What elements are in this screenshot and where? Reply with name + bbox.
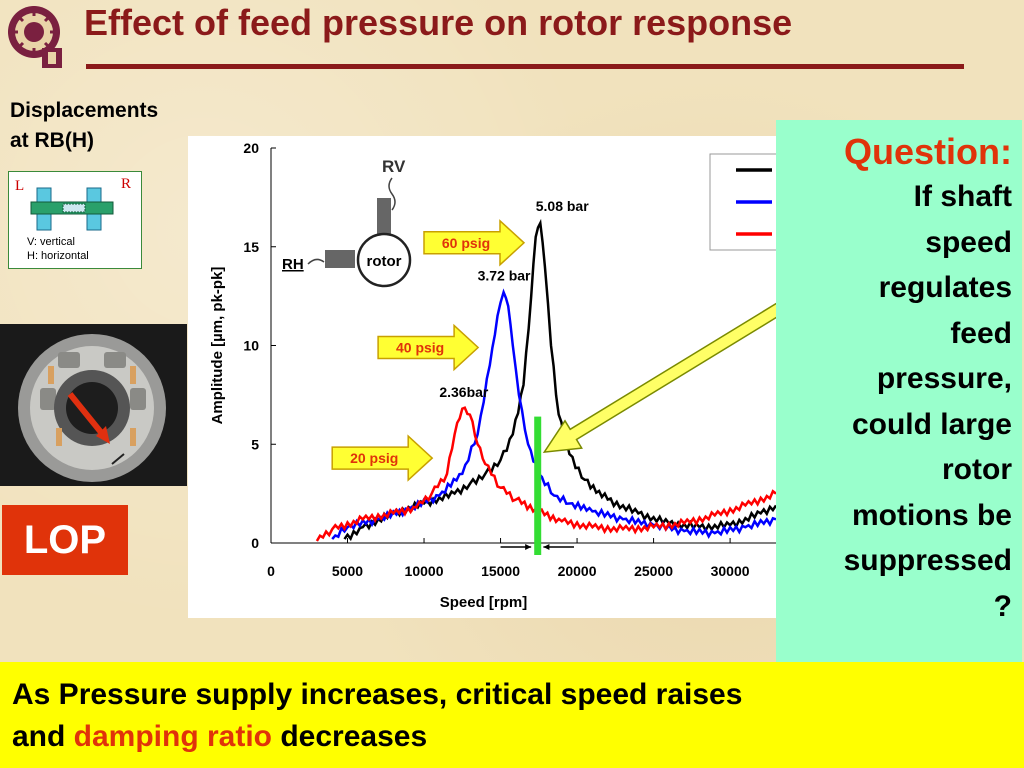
x-tick-label: 20000: [558, 563, 597, 579]
psig-arrow: [423, 219, 526, 267]
series-line: [315, 406, 776, 542]
speed-arrowhead-right: [543, 544, 550, 550]
question-line: motions be: [851, 498, 1012, 532]
question-line: could large: [851, 407, 1012, 441]
inset-rv-label: RV: [382, 157, 406, 176]
question-line: suppressed: [843, 544, 1012, 577]
question-pointer-arrow: [542, 302, 776, 454]
slide-title: Effect of feed pressure on rotor respons…: [84, 2, 793, 43]
inset-rv-probe: [377, 198, 391, 234]
question-line: If shaft: [913, 180, 1012, 213]
inset-rh-wire: [307, 258, 325, 265]
displacements-line-2: at RB(H): [10, 129, 94, 152]
bearing-left-label: L: [15, 178, 25, 194]
bearing-photo: [0, 324, 187, 486]
peak-pressure-label: 3.72 bar: [478, 267, 531, 283]
legend-horizontal: H: horizontal: [27, 250, 89, 262]
conclusion-line-1: As Pressure supply increases, critical s…: [12, 678, 743, 711]
question-box: Question: If shaft speed regulates feed …: [776, 120, 1022, 662]
inset-rh-label: RH: [282, 256, 304, 273]
inset-rh-probe: [325, 250, 355, 268]
legend-vertical: V: vertical: [27, 236, 75, 248]
x-tick-label: 5000: [332, 563, 363, 579]
displacements-label: Displacements at RB(H): [10, 96, 158, 156]
peak-pressure-label: 5.08 bar: [536, 198, 589, 214]
question-line: rotor: [942, 453, 1012, 486]
x-tick-label: 10000: [405, 563, 444, 579]
question-line: regulates: [878, 271, 1012, 304]
conclusion-bar: As Pressure supply increases, critical s…: [0, 662, 1024, 768]
conclusion-prefix: and: [12, 720, 74, 753]
psig-label: 20 psig: [350, 450, 398, 466]
x-tick-label: 25000: [634, 563, 673, 579]
operating-speed-marker: [534, 416, 542, 555]
psig-arrow: [331, 434, 434, 482]
x-tick-label: 15000: [481, 563, 520, 579]
x-tick-label: 30000: [711, 563, 750, 579]
x-tick-label: 0: [267, 563, 275, 579]
displacements-line-1: Displacements: [10, 99, 159, 122]
speed-arrowhead-left: [525, 544, 532, 550]
psig-arrow: [377, 323, 480, 372]
x-axis-label: Speed [rpm]: [440, 594, 528, 611]
question-line: speed: [925, 225, 1012, 259]
inset-rotor-label: rotor: [367, 253, 402, 270]
y-tick-label: 10: [243, 338, 259, 354]
series-line: [331, 288, 776, 540]
psig-label: 40 psig: [396, 339, 444, 355]
series-line: [343, 218, 776, 542]
question-line: ?: [993, 589, 1012, 623]
peak-pressure-label: 2.36bar: [439, 384, 489, 400]
y-tick-label: 0: [251, 535, 259, 551]
question-line: feed: [950, 316, 1012, 350]
y-tick-label: 5: [251, 436, 259, 452]
y-axis-label: Amplitude [µm, pk-pk]: [209, 267, 226, 425]
inset-rotor-circle: [356, 232, 412, 288]
title-underline: [86, 64, 964, 69]
psig-label: 60 psig: [442, 235, 490, 251]
question-title: Question:: [844, 131, 1012, 172]
conclusion-suffix: decreases: [272, 720, 428, 753]
inset-rv-wire: [388, 177, 396, 211]
conclusion-highlight: damping ratio: [73, 720, 273, 753]
bearing-right-label: R: [121, 176, 132, 192]
lop-label: LOP: [2, 505, 128, 575]
question-body: If shaft speed regulates feed pressure, …: [784, 174, 1012, 629]
university-logo: [8, 6, 62, 68]
question-line: pressure,: [876, 362, 1012, 395]
conclusion-line-2: and damping ratio decreases: [12, 716, 1024, 758]
bearing-diagram: L R V: vertical H: horizontal: [8, 171, 142, 269]
y-tick-label: 20: [243, 140, 259, 156]
bearing-schematic: [30, 187, 114, 231]
y-tick-label: 15: [243, 239, 259, 255]
chart-panel: 0 5 10 15 20 0 5000 10000 15000 20000 25000 30000 Sp…: [188, 136, 776, 618]
rotor-response-chart: 0 5 10 15 20 0 5000 10000 15000 20000 25000 30000 Sp…: [209, 140, 776, 611]
